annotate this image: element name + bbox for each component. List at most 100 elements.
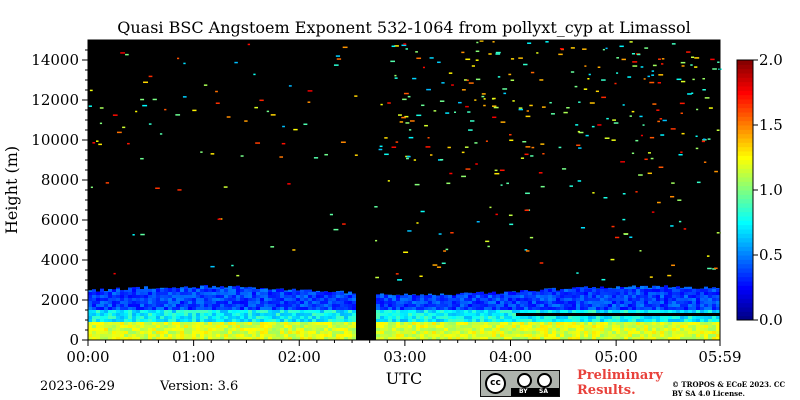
colorbar-segment <box>737 285 753 291</box>
noise-point <box>223 186 228 188</box>
heatmap-cell <box>680 307 684 310</box>
noise-point <box>583 88 588 90</box>
heatmap-cell <box>480 316 484 319</box>
noise-point <box>99 122 103 125</box>
heatmap-cell <box>316 298 320 301</box>
heatmap-cell <box>260 319 264 322</box>
heatmap-cell <box>148 325 152 328</box>
heatmap-cell <box>652 289 656 292</box>
heatmap-cell <box>556 325 560 328</box>
noise-point <box>578 131 584 134</box>
heatmap-cell <box>152 331 156 334</box>
heatmap-cell <box>512 328 516 331</box>
heatmap-cell <box>432 295 436 298</box>
noise-point <box>399 121 404 123</box>
heatmap-cell <box>604 331 608 334</box>
heatmap-cell <box>452 325 456 328</box>
heatmap-cell <box>272 307 276 310</box>
heatmap-cell <box>328 301 332 304</box>
noise-point <box>416 222 419 224</box>
heatmap-cell <box>140 292 144 295</box>
heatmap-cell <box>528 307 532 310</box>
heatmap-cell <box>268 289 272 292</box>
heatmap-cell <box>200 334 204 337</box>
heatmap-cell <box>228 295 232 298</box>
heatmap-cell <box>152 328 156 331</box>
heatmap-cell <box>592 287 596 289</box>
heatmap-cell <box>244 334 248 337</box>
heatmap-cell <box>328 292 332 295</box>
heatmap-cell <box>288 334 292 337</box>
heatmap-cell <box>548 319 552 322</box>
heatmap-cell <box>456 307 460 310</box>
heatmap-cell <box>336 325 340 328</box>
heatmap-cell <box>316 290 320 292</box>
heatmap-cell <box>712 319 716 322</box>
noise-point <box>629 236 633 238</box>
heatmap-cell <box>680 328 684 331</box>
heatmap-cell <box>336 298 340 301</box>
heatmap-cell <box>544 334 548 337</box>
heatmap-cell <box>268 313 272 316</box>
heatmap-cell <box>448 331 452 334</box>
heatmap-cell <box>332 310 336 313</box>
heatmap-cell <box>88 334 92 337</box>
heatmap-cell <box>564 289 568 292</box>
heatmap-cell <box>716 319 720 322</box>
heatmap-cell <box>168 301 172 304</box>
heatmap-cell <box>700 325 704 328</box>
heatmap-cell <box>160 328 164 331</box>
heatmap-cell <box>140 328 144 331</box>
noise-point <box>217 218 222 221</box>
heatmap-cell <box>544 316 548 319</box>
heatmap-cell <box>460 292 464 295</box>
heatmap-cell <box>716 292 720 295</box>
heatmap-cell <box>480 292 484 295</box>
heatmap-cell <box>144 325 148 328</box>
heatmap-cell <box>376 322 380 325</box>
heatmap-cell <box>544 288 548 289</box>
heatmap-cell <box>644 316 648 319</box>
heatmap-cell <box>228 325 232 328</box>
heatmap-cell <box>148 319 152 322</box>
heatmap-cell <box>212 328 216 331</box>
heatmap-cell <box>340 295 344 298</box>
heatmap-cell <box>416 307 420 310</box>
heatmap-cell <box>440 313 444 316</box>
heatmap-cell <box>388 325 392 328</box>
heatmap-cell <box>648 325 652 328</box>
heatmap-cell <box>436 304 440 307</box>
noise-point <box>679 102 685 105</box>
heatmap-cell <box>704 286 708 289</box>
heatmap-cell <box>336 331 340 334</box>
heatmap-cell <box>508 325 512 328</box>
noise-point <box>639 115 643 118</box>
cc-icon: cc <box>485 373 506 394</box>
heatmap-cell <box>292 301 296 304</box>
heatmap-cell <box>536 292 540 295</box>
heatmap-cell <box>304 331 308 334</box>
colorbar-tick-label: 2.0 <box>759 51 783 69</box>
heatmap-cell <box>140 295 144 298</box>
heatmap-cell <box>600 310 604 313</box>
heatmap-cell <box>324 292 328 295</box>
heatmap-cell <box>348 316 352 319</box>
heatmap-cell <box>496 304 500 307</box>
heatmap-cell <box>324 313 328 316</box>
heatmap-cell <box>612 337 616 340</box>
heatmap-cell <box>712 298 716 301</box>
heatmap-cell <box>692 307 696 310</box>
heatmap-cell <box>648 289 652 292</box>
heatmap-cell <box>248 295 252 298</box>
heatmap-cell <box>548 301 552 304</box>
heatmap-cell <box>516 310 520 313</box>
noise-point <box>279 156 284 158</box>
heatmap-cell <box>204 334 208 337</box>
heatmap-cell <box>412 298 416 301</box>
heatmap-cell <box>636 292 640 295</box>
heatmap-cell <box>660 286 664 289</box>
heatmap-cell <box>304 301 308 304</box>
heatmap-cell <box>476 322 480 325</box>
heatmap-cell <box>376 325 380 328</box>
heatmap-cell <box>156 298 160 301</box>
